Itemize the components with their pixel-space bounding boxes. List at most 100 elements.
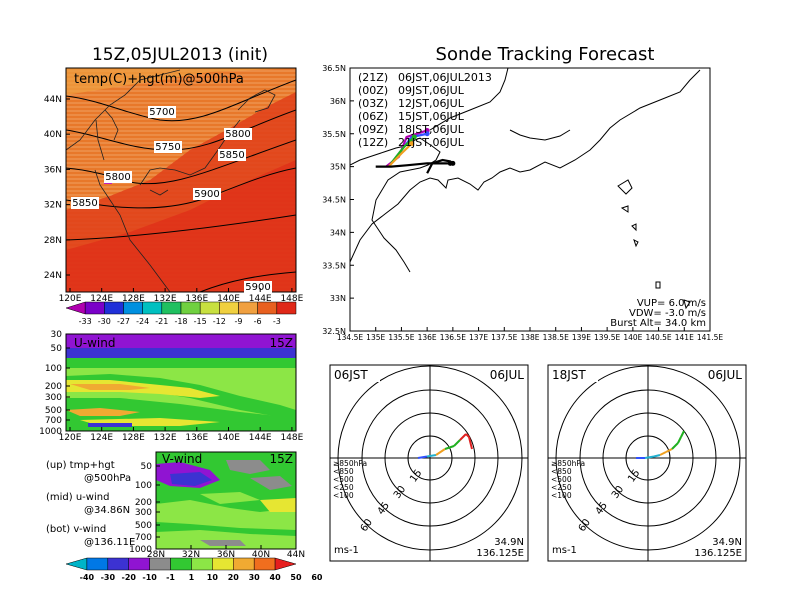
pressure-legend-item: <850 [551,467,572,476]
colorbar-label: 10 [207,573,219,582]
hodo-segment [453,439,461,447]
colorbar-label: -27 [117,317,130,326]
pressure-tick-label: 50 [141,462,153,472]
pressure-tick-label: 300 [45,393,62,403]
pressure-legend-item: <100 [551,491,572,500]
note-line-2: @500hPa [84,473,131,484]
uwind-field [66,334,296,431]
lon-tick-label: 140.5E [645,333,671,342]
lon-tick-label: 136E [185,294,208,304]
track-info-line: Burst Alt= 34.0 km [610,318,706,329]
colorbar-label: -18 [174,317,187,326]
lon-tick-label: 137.5E [491,333,517,342]
lat-tick-label: 35N [330,163,346,172]
hodo-lon: 136.125E [694,548,742,559]
pressure-legend-item: <500 [551,475,572,484]
pressure-tick-label: 700 [45,416,62,426]
colorbar-swatch [104,301,124,315]
hodograph-18jst: 18JST 06JUL15304560≥850hPa<850<500<250<10… [547,364,747,562]
contour-label: 5800 [225,129,250,140]
pressure-legend-item: ≥850hPa [333,459,367,468]
colorbar-label: -30 [101,573,116,582]
contour-label: 5900 [194,189,219,200]
colorbar-swatch [212,557,234,571]
pressure-tick-label: 200 [135,498,152,508]
lat-tick-label: 34N [330,228,346,237]
uwind-time: 15Z [270,336,294,350]
colorbar-label: 20 [228,573,240,582]
colorbar-label: -15 [194,317,207,326]
colorbar-label: 30 [249,573,261,582]
lon-tick-label: 120E [59,294,82,304]
lon-tick-label: 124E [90,294,113,304]
hodo-segment [444,445,455,450]
track-lon-ticks: 134.5E 135E 135.5E 136E 136.5E 137E 137.5E 138E… [337,327,723,342]
colorbar-swatch [142,301,163,315]
colorbar-swatch [219,301,239,315]
colorbar-swatch [238,301,258,315]
colorbar-label: 50 [290,573,302,582]
colorbar-label: -3 [273,317,281,326]
pressure-tick-label: 500 [45,406,62,416]
contour-label-bg [148,106,176,118]
hodo-segment [435,448,446,456]
pressure-tick-label: 700 [135,533,152,543]
lon-tick-label: 136.5E [440,333,466,342]
hodo-lat: 34.9N [494,537,524,548]
track-entry-code: (21Z) [358,71,388,84]
colorbar-swatch [149,557,171,571]
temp-lat-ticks: 44N 40N 36N 32N 28N 24N [44,95,70,281]
lon-tick-label: 134.5E [337,333,363,342]
lon-tick-label: 144E [249,294,272,304]
colorbar-swatch [276,301,297,315]
lon-tick-label: 138.5E [543,333,569,342]
colorbar-swatch [257,301,278,315]
lon-tick-label: 140E [217,433,240,443]
hodo-segment [677,436,682,444]
temp-panel-label: temp(C)+hgt(m)@500hPa [74,72,244,87]
note-line-1: (bot) v-wind [46,524,106,535]
colorbar-label: 60 [311,573,323,582]
colorbar-swatch [65,557,88,571]
hodo-segment [459,433,467,441]
lon-tick-label: 138E [520,333,539,342]
lon-tick-label: 128E [122,433,145,443]
pressure-tick-label: 300 [135,508,152,518]
contour-label-bg [104,171,132,183]
track-end-point [409,141,415,147]
lat-tick-label: 28N [147,550,165,560]
lat-tick-label: 32.5N [322,327,346,336]
pressure-tick-label: 1000 [129,545,152,555]
lon-tick-label: 136E [418,333,437,342]
contour-label-bg [224,128,252,140]
colorbar-swatch [84,301,105,315]
track-end-point [447,160,453,166]
hodo-lon: 136.125E [476,548,524,559]
lon-tick-label: 139E [572,333,591,342]
uwind-lon-ticks: 120E 124E 128E 132E 136E 140E 144E 148E [59,427,304,443]
contour-label-bg [71,197,99,209]
hodo-unit: ms-1 [552,545,577,556]
colorbar-swatch [180,301,201,315]
uwind-frame [65,333,297,432]
colorbar-swatch [161,301,182,315]
note-line-2: @34.86N [84,505,130,516]
track-entry-time: 09JST,06JUL [398,84,465,97]
lon-tick-label: 135.5E [388,333,414,342]
pressure-legend-item: <250 [333,483,354,492]
track-legend: (21Z) 06JST,06JUL2013 (00Z) 09JST,06JUL (03Z… [358,71,492,149]
uwind-label: U-wind [74,336,115,350]
hodo-segment [417,455,428,459]
ring-label: 30 [610,484,626,501]
colorbar-swatch [86,557,109,571]
pressure-legend-item: <850 [333,467,354,476]
temp-panel-frame [65,67,297,293]
hodo-segment [426,454,437,458]
lat-tick-label: 36N [330,97,346,106]
lon-tick-label: 144E [249,433,272,443]
contour-labels: 5700 5750 5800 5800 5850 5850 5900 5900 [71,106,272,293]
lon-tick-label: 141.5E [697,333,723,342]
hodo-segment [665,448,673,453]
